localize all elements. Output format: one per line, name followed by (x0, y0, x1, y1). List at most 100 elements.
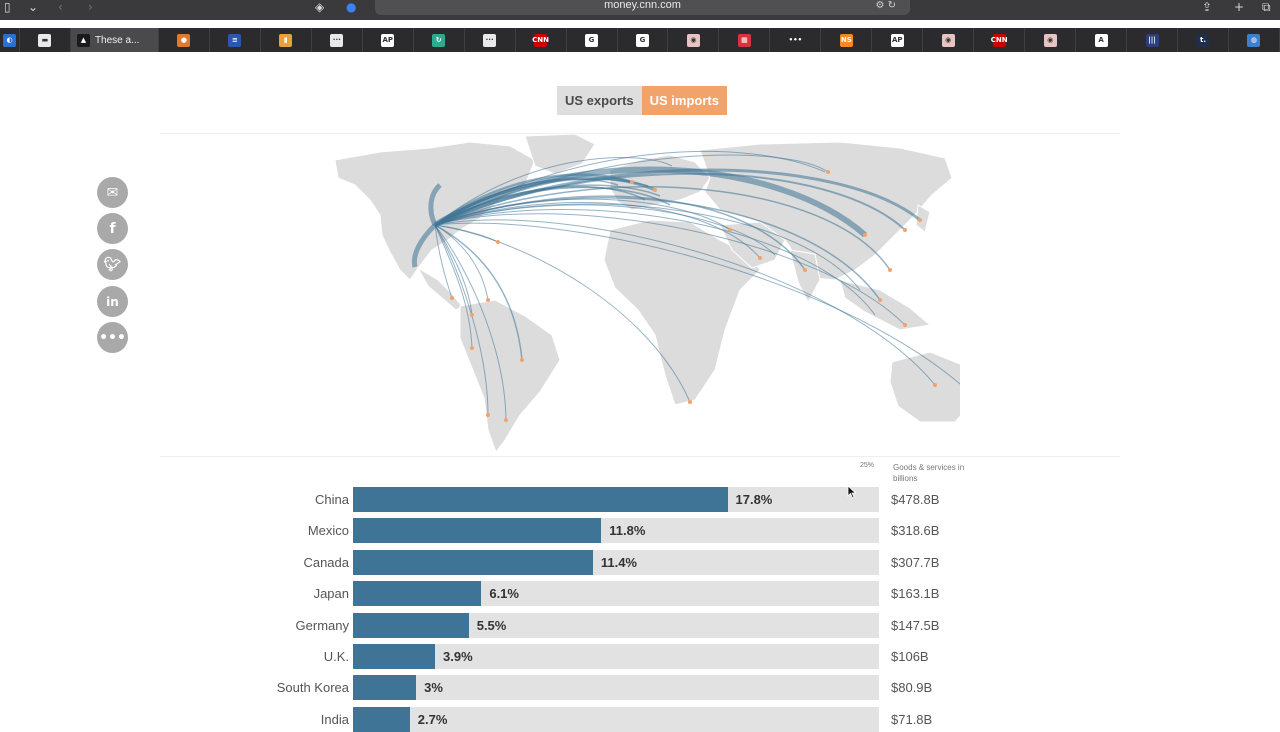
google-icon: G (636, 33, 649, 47)
multi-dot-icon: ••• (789, 33, 802, 47)
browser-tab[interactable]: t. (1178, 28, 1229, 52)
trade-partner-dots (450, 170, 937, 422)
email-share-button[interactable]: ✉ (97, 177, 128, 208)
flow-arc-taiwan (434, 186, 891, 271)
sidebar-icon[interactable]: ▯ (4, 0, 11, 14)
browser-tab[interactable]: ▮ (261, 28, 312, 52)
percent-label: 11.4% (600, 554, 637, 570)
tab-pinned[interactable]: ◐ (0, 28, 20, 52)
orange-ball-icon: ● (177, 33, 191, 47)
dot-caribbean (496, 240, 500, 244)
ap-icon: AP (381, 33, 395, 47)
back-icon[interactable]: ‹ (58, 0, 63, 14)
trade-flow-map (334, 133, 960, 454)
chevron-down-icon[interactable]: ⌄ (28, 0, 39, 14)
flow-arc-israel (434, 198, 731, 231)
red-a-icon: A (1094, 33, 1108, 47)
url-text: money.cnn.com (604, 0, 681, 11)
country-label: India (320, 711, 349, 727)
facebook-share-button[interactable]: f (97, 213, 128, 244)
dot-chile (486, 413, 490, 417)
more-share-button[interactable]: ••• (97, 322, 128, 353)
browser-tab[interactable]: G (618, 28, 669, 52)
country-label: Germany (295, 617, 349, 633)
pink-circle-icon: ◉ (941, 33, 955, 47)
value-label: $71.8B (891, 711, 933, 727)
dot-australia (933, 383, 937, 387)
pink-circle-icon: ◉ (686, 33, 700, 47)
dot-venezuela (486, 298, 490, 302)
flow-arc-vietnam (434, 197, 881, 301)
dot-israel (728, 228, 732, 232)
green-refresh-icon: ↻ (432, 33, 446, 47)
bar-track: 11.8% (353, 518, 879, 544)
dot-south-africa (688, 400, 692, 404)
browser-tab[interactable]: ||| (1127, 28, 1179, 52)
bar-row: China 17.8% $478.8B (0, 487, 1280, 512)
more-icon: ••• (99, 329, 126, 346)
value-label: $478.8B (891, 492, 940, 507)
reload-icon[interactable]: ⚙ ↻ (875, 0, 896, 11)
browser-tab[interactable]: ··· (312, 28, 363, 52)
twitter-icon: 🐦︎ (103, 256, 122, 273)
tab-overview-icon[interactable]: ⧉ (1262, 0, 1271, 14)
new-tab-icon[interactable]: + (1234, 0, 1245, 14)
forward-icon[interactable]: › (88, 0, 93, 14)
cnn-icon: CNN (991, 33, 1008, 47)
white-square-icon: ▬ (38, 33, 52, 47)
browser-tab[interactable]: ≡ (210, 28, 261, 52)
browser-tab[interactable]: ··· (465, 28, 516, 52)
browser-tab[interactable]: ◉ (668, 28, 720, 52)
us-imports-button[interactable]: US imports (641, 86, 727, 115)
country-label: Mexico (307, 523, 349, 539)
dots-icon: ··· (483, 33, 497, 47)
blue-circle-icon: ◐ (3, 33, 16, 47)
flow-arc-south-korea (434, 172, 906, 231)
dot-china (863, 233, 867, 237)
us-exports-button[interactable]: US exports (557, 86, 642, 115)
dot-uk (630, 180, 634, 184)
trade-toggle: US exports US imports (557, 86, 727, 115)
browser-tab[interactable]: AP (363, 28, 414, 52)
browser-tab[interactable]: A (1076, 28, 1128, 52)
browser-tab[interactable]: ••• (770, 28, 822, 52)
browser-tab[interactable]: ▦ (719, 28, 771, 52)
dot-indonesia (903, 323, 907, 327)
twitter-share-button[interactable]: 🐦︎ (97, 249, 128, 280)
browser-tab[interactable]: AP (872, 28, 924, 52)
share-page-icon[interactable]: ⇪ (1202, 0, 1213, 14)
address-bar[interactable]: money.cnn.com ⚙ ↻ (375, 0, 910, 15)
bar-fill (353, 581, 482, 607)
bar-row: Germany 5.5% $147.5B (0, 612, 1280, 638)
browser-tab-active[interactable]: ▲ These a... (70, 28, 159, 52)
bar-track: 17.8% (353, 487, 879, 512)
bar-track: 3% (353, 675, 879, 701)
email-icon: ✉ (106, 184, 119, 201)
browser-tab[interactable]: CNN (974, 28, 1026, 52)
bar-fill (353, 518, 602, 544)
bar-row: Japan 6.1% $163.1B (0, 581, 1280, 607)
browser-tab[interactable]: ◉ (1025, 28, 1077, 52)
flow-arc-south-africa (434, 224, 691, 403)
shield-icon[interactable]: ◈ (315, 0, 325, 14)
bar-track: 3.9% (353, 644, 879, 669)
browser-tab[interactable]: ↻ (414, 28, 465, 52)
browser-tab[interactable]: ▬ (20, 28, 71, 52)
linkedin-share-button[interactable]: in (97, 286, 128, 317)
africa-shape (603, 219, 761, 406)
browser-tab[interactable]: ◉ (923, 28, 975, 52)
browser-tab[interactable]: NS (821, 28, 873, 52)
scale-max-label: 25% (860, 462, 875, 469)
browser-tab[interactable]: G (567, 28, 618, 52)
bar-track: 5.5% (353, 612, 879, 638)
bar-fill (353, 549, 593, 575)
bar-track: 11.4% (353, 549, 879, 575)
browser-tab[interactable]: CNN (516, 28, 567, 52)
browser-tab[interactable]: ◍ (1229, 28, 1280, 52)
percent-label: 11.8% (609, 523, 646, 539)
bar-track: 6.1% (353, 581, 879, 607)
browser-tab[interactable]: ● (159, 28, 210, 52)
flow-arc-chile (434, 224, 489, 416)
flow-arc-east-russia (434, 154, 829, 226)
extension-icon[interactable]: ● (346, 0, 357, 14)
